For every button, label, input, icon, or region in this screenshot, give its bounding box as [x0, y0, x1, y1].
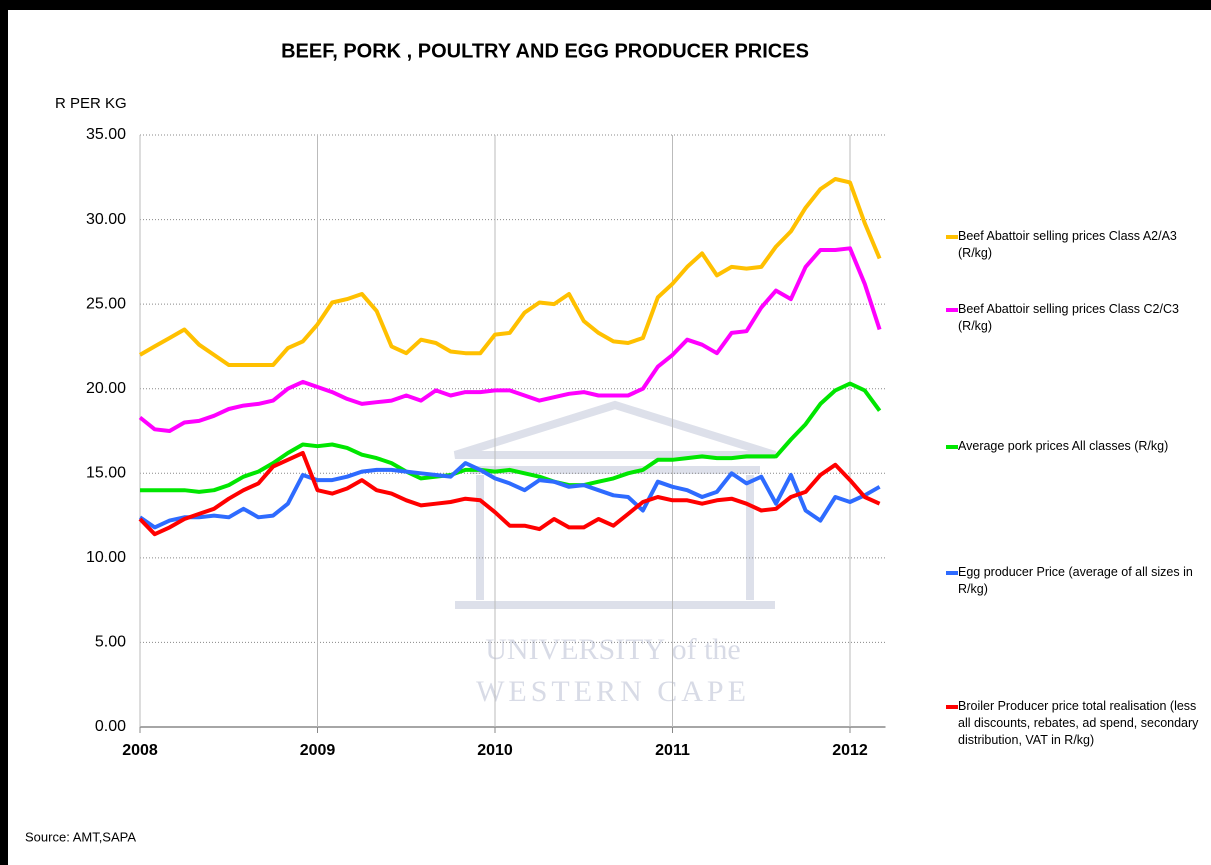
legend-label: Beef Abattoir selling prices Class A2/A3…	[958, 229, 1177, 260]
legend-entry: Beef Abattoir selling prices Class C2/C3…	[946, 301, 1210, 335]
series-line	[138, 177, 882, 367]
series-line	[138, 451, 881, 537]
x-tick-label: 2009	[300, 742, 336, 759]
frame-left	[0, 0, 8, 865]
legend-label: Average pork prices All classes (R/kg)	[958, 439, 1169, 453]
legend-entry: Egg producer Price (average of all sizes…	[946, 564, 1210, 598]
legend-label: Egg producer Price (average of all sizes…	[958, 565, 1193, 596]
chart-title: BEEF, PORK , POULTRY AND EGG PRODUCER PR…	[281, 40, 809, 62]
y-tick-label: 35.00	[86, 126, 126, 143]
y-tick-label: 30.00	[86, 211, 126, 228]
legend-entry: Average pork prices All classes (R/kg)	[946, 438, 1210, 455]
y-tick-label: 15.00	[86, 465, 126, 482]
watermark-text: UNIVERSITY of the	[485, 633, 741, 666]
x-tick-label: 2008	[122, 742, 158, 759]
legend-swatch	[946, 308, 958, 312]
legend-entry: Broiler Producer price total realisation…	[946, 698, 1210, 749]
y-tick-label: 10.00	[86, 549, 126, 566]
series-line	[138, 461, 881, 530]
legend-swatch	[946, 705, 958, 709]
series-line	[140, 381, 882, 494]
source-note: Source: AMT,SAPA	[25, 829, 136, 844]
legend-swatch	[946, 571, 958, 575]
y-tick-label: 0.00	[95, 718, 126, 735]
watermark: UNIVERSITY of the WESTERN CAPE	[453, 400, 777, 708]
legend-swatch	[946, 445, 958, 449]
legend-label: Beef Abattoir selling prices Class C2/C3…	[958, 302, 1179, 333]
legend-label: Broiler Producer price total realisation…	[958, 699, 1199, 747]
watermark-text: WESTERN CAPE	[476, 675, 750, 708]
y-axis-label: R PER KG	[55, 95, 127, 112]
watermark-logo	[453, 400, 777, 609]
legend-swatch	[946, 235, 958, 239]
legend-entry: Beef Abattoir selling prices Class A2/A3…	[946, 228, 1210, 262]
x-tick-label: 2012	[832, 742, 868, 759]
y-tick-label: 25.00	[86, 295, 126, 312]
frame-top	[0, 0, 1211, 10]
x-tick-label: 2010	[477, 742, 513, 759]
y-tick-label: 20.00	[86, 380, 126, 397]
x-tick-label: 2011	[655, 742, 690, 759]
series-line	[138, 246, 882, 433]
y-tick-label: 5.00	[95, 634, 126, 651]
